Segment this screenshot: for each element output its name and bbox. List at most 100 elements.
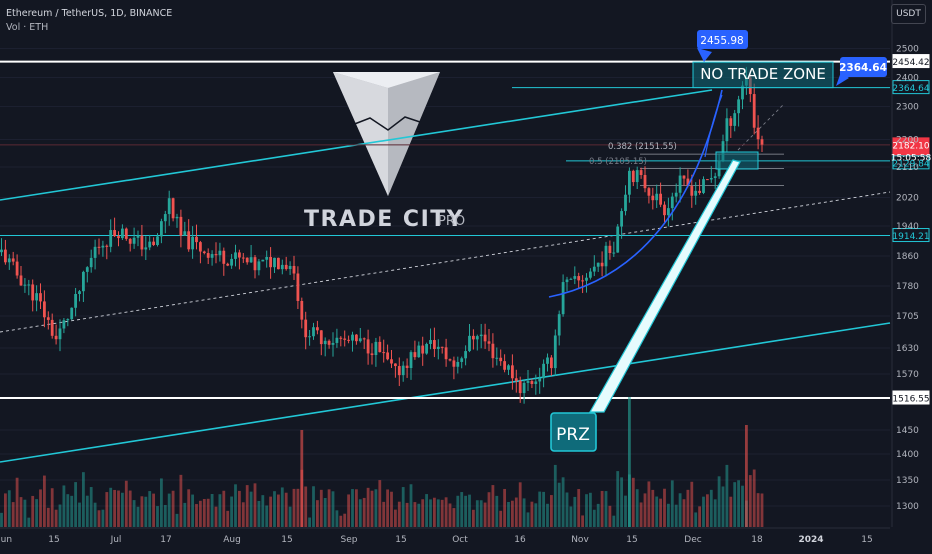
- candle-body: [706, 179, 709, 181]
- candle-body: [66, 319, 70, 321]
- volume-bar: [444, 497, 448, 527]
- volume-bar: [253, 483, 257, 527]
- candle-body: [74, 294, 77, 308]
- time-tick: 18: [751, 535, 763, 545]
- volume-bar: [592, 509, 596, 527]
- price-axis: [891, 0, 930, 527]
- volume-bar: [378, 480, 382, 527]
- time-tick: Oct: [452, 535, 468, 545]
- candle-body: [565, 279, 569, 283]
- volume-bar: [144, 496, 148, 527]
- volume-bar: [456, 495, 460, 527]
- volume-bar: [483, 502, 487, 527]
- volume-bar: [464, 495, 467, 527]
- volume-bar: [218, 494, 222, 527]
- candle-body: [163, 214, 167, 222]
- volume-bar: [362, 497, 366, 527]
- candle-body: [136, 235, 140, 238]
- volume-bar: [674, 504, 678, 527]
- volume-bar: [397, 501, 401, 527]
- candle-body: [530, 381, 534, 384]
- volume-bar: [678, 493, 682, 527]
- volume-bar: [167, 493, 171, 527]
- candle-body: [335, 337, 339, 343]
- volume-bar: [651, 489, 655, 527]
- time-tick: Sep: [341, 535, 358, 545]
- volume-bar: [569, 506, 573, 527]
- volume-bar: [487, 492, 491, 527]
- logo-cone-top: [333, 72, 440, 88]
- volume-bar: [565, 492, 569, 527]
- volume-bar: [534, 503, 538, 527]
- candle-body: [347, 339, 350, 341]
- volume-bar: [667, 503, 670, 527]
- candle-body: [608, 245, 612, 253]
- time-tick: Nov: [571, 535, 589, 545]
- volume-bar: [19, 497, 23, 527]
- candle-body: [238, 252, 241, 258]
- volume-bar: [296, 488, 300, 527]
- currency-button[interactable]: USDT: [891, 4, 926, 24]
- volume-bar: [604, 491, 608, 527]
- volume-bar: [390, 491, 393, 527]
- zone-callout-label: 2364.64: [839, 62, 887, 74]
- candle-body: [542, 363, 545, 379]
- time-tick: 2024: [798, 535, 823, 545]
- volume-bar: [421, 499, 425, 527]
- candle-body: [362, 338, 366, 340]
- candle-body: [261, 259, 265, 262]
- volume-bar: [132, 500, 136, 527]
- candle-body: [534, 381, 538, 384]
- candle-body: [82, 271, 85, 292]
- volume-bar: [702, 496, 705, 527]
- prz-box: [715, 151, 759, 170]
- candle-body: [475, 336, 479, 340]
- time-tick: Jun: [0, 535, 12, 545]
- candle-body: [265, 256, 269, 260]
- candle-body: [132, 237, 136, 244]
- volume-bar: [46, 507, 50, 527]
- candle-body: [358, 338, 362, 342]
- volume-bar: [241, 502, 245, 527]
- candle-body: [218, 250, 222, 256]
- volume-bar: [105, 492, 109, 527]
- zone-callout-pointer: [836, 72, 849, 86]
- volume-bar: [171, 490, 175, 527]
- volume-bar: [752, 469, 756, 527]
- candle-body: [245, 257, 249, 263]
- volume-bar: [78, 502, 81, 527]
- volume-bar: [538, 491, 542, 527]
- candle-body: [390, 359, 393, 364]
- price-tick: 1780: [896, 282, 919, 292]
- volume-bar: [82, 472, 85, 527]
- volume-bar: [741, 485, 744, 527]
- volume-bar: [737, 480, 740, 527]
- candle-body: [694, 190, 698, 196]
- volume-bar: [600, 490, 604, 527]
- volume-bar: [553, 464, 557, 527]
- candle-body: [366, 339, 370, 354]
- mid-channel-line: [0, 191, 891, 333]
- candle-body: [440, 346, 444, 348]
- candle-body: [511, 365, 514, 379]
- candle-body: [70, 307, 74, 320]
- volume-bar: [433, 497, 436, 527]
- volume-bar: [440, 499, 444, 527]
- volume-bar: [222, 490, 226, 527]
- volume-bar: [635, 489, 639, 527]
- candle-body: [296, 273, 300, 301]
- volume-bar: [448, 503, 452, 527]
- volume-bar: [577, 489, 581, 527]
- candle-body: [643, 175, 647, 189]
- candle-body: [413, 352, 417, 358]
- logo-cone-right: [388, 72, 440, 196]
- volume-bar: [709, 489, 713, 527]
- volume-bar: [546, 503, 549, 527]
- candle-body: [54, 335, 58, 340]
- volume-bar: [117, 490, 120, 527]
- volume-bar: [429, 499, 432, 527]
- volume-bar: [370, 490, 374, 527]
- candle-body: [351, 334, 354, 341]
